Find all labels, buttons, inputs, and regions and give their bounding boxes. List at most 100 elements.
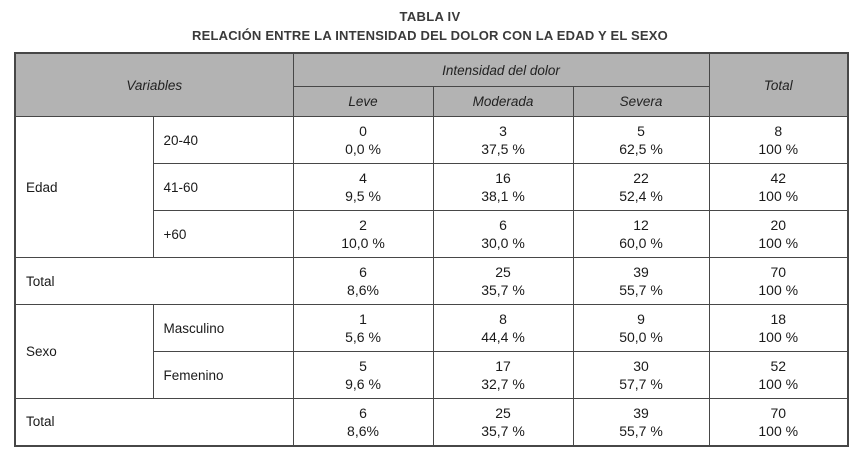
percent-value: 100 %: [758, 235, 799, 251]
percent-value: 60,0 %: [619, 235, 663, 251]
data-cell: 6 30,0 %: [432, 210, 574, 258]
data-cell: 0 0,0 %: [292, 116, 434, 164]
data-cell: 22 52,4 %: [572, 163, 710, 211]
row-label: 41-60: [152, 163, 294, 211]
percent-value: 62,5 %: [619, 141, 663, 157]
percent-value: 44,4 %: [481, 329, 525, 345]
header-total: Total: [708, 52, 849, 117]
count-value: 17: [495, 358, 511, 374]
data-cell: 52 100 %: [708, 351, 849, 399]
data-cell: 2 10,0 %: [292, 210, 434, 258]
data-cell: 8 100 %: [708, 116, 849, 164]
percent-value: 10,0 %: [341, 235, 385, 251]
percent-value: 100 %: [758, 422, 799, 439]
row-label: +60: [152, 210, 294, 258]
row-label: Femenino: [152, 351, 294, 399]
data-cell: 20 100 %: [708, 210, 849, 258]
count-value: 42: [770, 170, 787, 186]
data-cell: 1 5,6 %: [292, 304, 434, 352]
table-row: Edad 20-40 0 0,0 % 3 37,5 % 5 62,5 % 8 1…: [14, 116, 849, 258]
data-cell: 3 37,5 %: [432, 116, 574, 164]
data-cell: 17 32,7 %: [432, 351, 574, 399]
percent-value: 9,6 %: [345, 376, 381, 392]
data-cell: 70 100 %: [708, 257, 849, 305]
count-value: 0: [359, 123, 367, 139]
percent-value: 100 %: [758, 141, 799, 157]
percent-value: 55,7 %: [619, 422, 663, 439]
total-row-label: Total: [14, 257, 294, 305]
count-value: 5: [637, 123, 645, 139]
header-severa: Severa: [572, 86, 710, 117]
count-value: 5: [359, 358, 367, 374]
count-value: 6: [359, 404, 367, 421]
table-row: Sexo Masculino 1 5,6 % 8 44,4 % 9 50,0 %…: [14, 304, 849, 399]
table-row: 41-60 4 9,5 % 16 38,1 % 22 52,4 % 42 100…: [15, 163, 849, 211]
count-value: 22: [633, 170, 649, 186]
data-cell: 39 55,7 %: [572, 398, 710, 446]
count-value: 16: [495, 170, 511, 186]
percent-value: 9,5 %: [345, 188, 381, 204]
data-cell: 16 38,1 %: [432, 163, 574, 211]
header-row-levels: Leve Moderada Severa: [15, 86, 848, 117]
data-cell: 4 9,5 %: [292, 163, 434, 211]
count-value: 6: [359, 264, 367, 280]
table-row-total: Total 6 8,6% 25 35,7 % 39 55,7 % 70 100 …: [14, 398, 849, 446]
data-cell: 6 8,6%: [292, 398, 434, 446]
header-intensity: Intensidad del dolor: [292, 52, 710, 87]
count-value: 25: [495, 264, 511, 280]
count-value: 30: [633, 358, 649, 374]
count-value: 8: [774, 123, 783, 139]
header-leve: Leve: [292, 86, 434, 117]
count-value: 39: [633, 264, 649, 280]
results-table: Variables Intensidad del dolor Total Lev…: [14, 52, 849, 447]
header-moderada: Moderada: [432, 86, 574, 117]
table-row-total: Total 6 8,6% 25 35,7 % 39 55,7 % 70 100 …: [14, 257, 849, 305]
percent-value: 30,0 %: [481, 235, 525, 251]
count-value: 12: [633, 217, 649, 233]
data-cell: 6 8,6%: [292, 257, 434, 305]
percent-value: 100 %: [758, 282, 799, 298]
data-cell: 39 55,7 %: [572, 257, 710, 305]
count-value: 70: [770, 404, 787, 421]
table-subtitle: RELACIÓN ENTRE LA INTENSIDAD DEL DOLOR C…: [192, 28, 668, 43]
header-row-top: Variables Intensidad del dolor Total: [14, 52, 849, 117]
percent-value: 55,7 %: [619, 282, 663, 298]
count-value: 39: [633, 404, 649, 421]
data-cell: 42 100 %: [708, 163, 849, 211]
table-title: TABLA IV: [399, 9, 461, 24]
count-value: 4: [359, 170, 367, 186]
data-cell: 12 60,0 %: [572, 210, 710, 258]
data-cell: 5 62,5 %: [572, 116, 710, 164]
data-cell: 8 44,4 %: [432, 304, 574, 352]
percent-value: 50,0 %: [619, 329, 663, 345]
percent-value: 35,7 %: [481, 282, 525, 298]
count-value: 20: [770, 217, 787, 233]
data-cell: 30 57,7 %: [572, 351, 710, 399]
title-block: TABLA IV RELACIÓN ENTRE LA INTENSIDAD DE…: [0, 0, 860, 43]
count-value: 8: [499, 311, 507, 327]
data-cell: 9 50,0 %: [572, 304, 710, 352]
count-value: 25: [495, 404, 511, 421]
data-cell: 25 35,7 %: [432, 257, 574, 305]
percent-value: 100 %: [758, 188, 799, 204]
data-cell: 18 100 %: [708, 304, 849, 352]
row-label: Masculino: [152, 304, 294, 352]
percent-value: 100 %: [758, 376, 799, 392]
count-value: 52: [770, 358, 787, 374]
percent-value: 37,5 %: [481, 141, 525, 157]
percent-value: 35,7 %: [481, 422, 525, 439]
percent-value: 57,7 %: [619, 376, 663, 392]
count-value: 6: [499, 217, 507, 233]
data-cell: 5 9,6 %: [292, 351, 434, 399]
header-variables: Variables: [14, 52, 294, 117]
count-value: 18: [770, 311, 787, 327]
row-label: 20-40: [152, 116, 294, 164]
count-value: 9: [637, 311, 645, 327]
percent-value: 5,6 %: [345, 329, 381, 345]
total-row-label: Total: [14, 398, 294, 446]
percent-value: 32,7 %: [481, 376, 525, 392]
count-value: 70: [770, 264, 787, 280]
percent-value: 38,1 %: [481, 188, 525, 204]
count-value: 1: [359, 311, 367, 327]
percent-value: 52,4 %: [619, 188, 663, 204]
